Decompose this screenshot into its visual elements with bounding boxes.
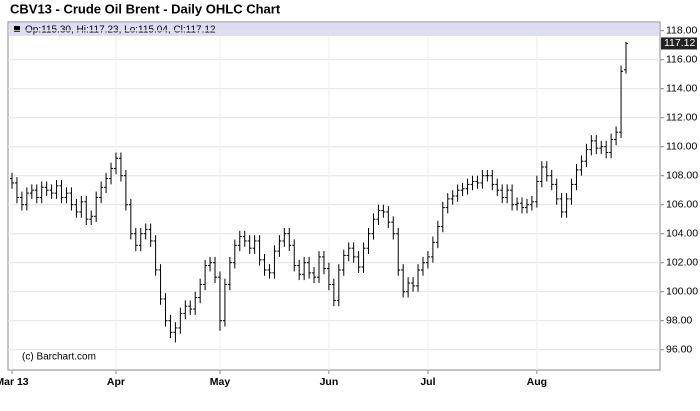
y-tick-label: 96.00: [666, 343, 692, 355]
copyright: (c) Barchart.com: [22, 352, 96, 363]
chart-title: CBV13 - Crude Oil Brent - Daily OHLC Cha…: [10, 1, 281, 16]
x-tick-label: Aug: [527, 376, 547, 388]
y-tick-label: 114.00: [666, 82, 697, 94]
y-tick-label: 106.00: [666, 198, 698, 210]
y-tick-label: 108.00: [666, 169, 698, 181]
last-price-label: 117.12: [664, 37, 695, 49]
y-tick-label: 112.00: [666, 111, 697, 123]
x-tick-label: Mar 13: [0, 376, 29, 388]
legend-swatch: [14, 26, 20, 32]
y-tick-label: 98.00: [666, 314, 692, 326]
y-tick-label: 110.00: [666, 140, 697, 152]
y-tick-label: 118.00: [666, 24, 697, 36]
last-price-box: [661, 37, 697, 50]
y-tick-label: 116.00: [666, 53, 697, 65]
legend-band: [9, 23, 659, 36]
plot-area: [7, 21, 661, 371]
y-tick-label: 102.00: [666, 256, 698, 268]
y-tick-label: 104.00: [666, 227, 698, 239]
x-tick-label: Jul: [420, 376, 435, 388]
y-tick-label: 100.00: [666, 285, 698, 297]
x-tick-label: May: [210, 376, 231, 388]
x-tick-label: Apr: [107, 376, 125, 388]
legend-text: Op:115.30, Hi:117.23, Lo:115.04, Cl:117.…: [25, 25, 216, 36]
x-tick-label: Jun: [320, 376, 339, 388]
